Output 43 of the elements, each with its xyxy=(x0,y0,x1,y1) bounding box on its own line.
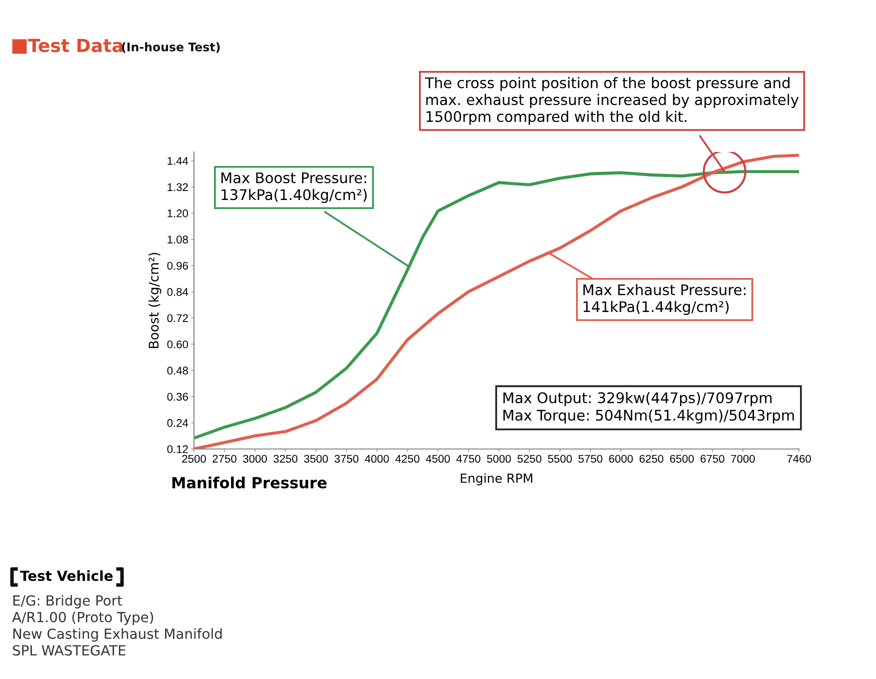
x-tick-label: 7000 xyxy=(731,454,755,463)
y-tick-label: 0.84 xyxy=(167,288,188,296)
x-tick-label: 2500 xyxy=(182,454,206,463)
x-tick-label: 4000 xyxy=(364,454,389,463)
y-tick-label: 0.96 xyxy=(167,262,188,270)
x-tick-label: 4250 xyxy=(395,454,420,463)
y-tick-label: 0.60 xyxy=(167,340,188,348)
y-tick-label: 0.36 xyxy=(167,392,188,401)
x-tick-label: 6750 xyxy=(700,454,724,463)
x-tick-label: 3250 xyxy=(274,454,298,463)
annotation: The cross point position of the boost pressure and max. exhaust pressure increased by approximately 1500rpm compared with the old kit. xyxy=(424,77,799,125)
x-tick-label: 5750 xyxy=(578,454,602,463)
x-tick-label: 6000 xyxy=(609,454,633,463)
text: Manifold Pressure xyxy=(172,476,327,488)
text: E/G: Bridge Port A/R1.00 (Proto Type) New Casting Exhaust Manifold SPL WASTEGATE xyxy=(12,595,222,656)
x-tick-label: 5000 xyxy=(487,454,511,463)
x-tick-label: 6250 xyxy=(640,454,664,463)
chart-subtitle: (In-house Test) xyxy=(122,42,220,53)
y-tick-label: 0.24 xyxy=(167,419,188,427)
x-tick-label: 2750 xyxy=(212,454,236,463)
annotation: Max Exhaust Pressure: 141kPa(1.44kg/cm²) xyxy=(583,284,746,315)
y-axis-title: Boost (kg/cm²) xyxy=(148,252,162,348)
annotation: Max Boost Pressure: 137kPa(1.40kg/cm²) xyxy=(221,172,367,203)
y-tick-label: 0.48 xyxy=(167,366,188,375)
x-tick-label: 7460 xyxy=(787,454,811,463)
x-tick-label: 5500 xyxy=(548,454,572,463)
x-axis-title: Engine RPM xyxy=(460,473,532,486)
y-tick-label: 1.44 xyxy=(168,157,188,165)
x-tick-label: 4500 xyxy=(426,454,450,463)
y-tick-label: 1.32 xyxy=(168,183,188,192)
y-tick-label: 1.20 xyxy=(168,209,188,218)
x-tick-label: 5250 xyxy=(518,454,542,463)
text: Test Vehicle xyxy=(20,570,113,582)
annotation: Max Output: 329kw(447ps)/7097rpm Max Torque: 504Nm(51.4kgm)/5043rpm xyxy=(503,392,794,424)
x-tick-label: 3750 xyxy=(334,454,358,463)
y-tick-label: 0.72 xyxy=(167,314,188,322)
x-tick-label: 3000 xyxy=(243,454,267,463)
x-tick-label: 6500 xyxy=(670,454,694,463)
y-tick-label: 0.12 xyxy=(167,445,188,454)
y-tick-label: 1.08 xyxy=(168,236,188,244)
x-tick-label: 4750 xyxy=(456,454,480,463)
x-tick-label: 3500 xyxy=(304,454,328,463)
chart-title: Test Data xyxy=(28,38,122,52)
